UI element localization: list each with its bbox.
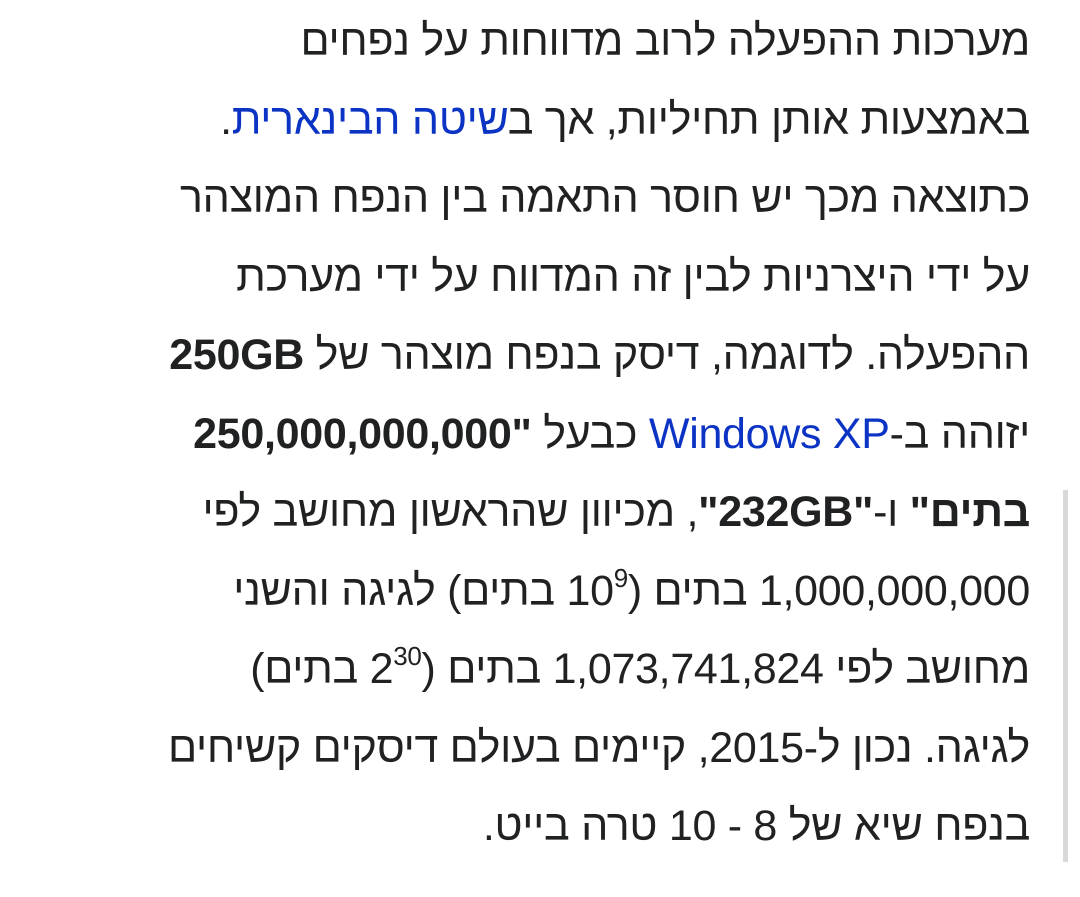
bold-text: בתים" [909,488,1031,536]
text: בתים) [250,645,370,693]
text-line: 1,000,000,000 בתים (109 בתים) לגיגה והשנ… [20,552,1030,631]
binary-prefix-link[interactable]: שיטה הבינארית [231,95,509,144]
text: על ידי היצרניות לבין זה המדווח על ידי מע… [236,252,1030,301]
text: ו- [873,488,910,536]
text: . [220,95,232,144]
text-line: ההפעלה. לדוגמה, דיסק בנפח מוצהר של 250GB [20,316,1030,395]
text: , מכיוון שהראשון מחושב לפי [202,488,699,536]
text-line: יזוהה ב-Windows XP כבעל "250,000,000,000 [20,395,1030,474]
text: 1,000,000,000 בתים (10 [566,566,1030,615]
text: כבעל [531,409,649,458]
vertical-scrollbar[interactable] [1063,490,1068,862]
text: לגיגה. נכון ל-2015, קיימים בעולם דיסקים … [167,723,1030,772]
text: מחושב לפי 1,073,741,824 בתים (2 [369,645,1031,693]
windows-xp-link[interactable]: Windows XP [648,409,890,458]
text-line: באמצעות אותן תחיליות, אך בשיטה הבינארית. [20,81,1030,160]
article-paragraph: מערכות ההפעלה לרוב מדווחות על נפחים באמצ… [20,2,1030,866]
text: בנפח שיא של 8 - 10 טרה בייט. [482,802,1030,850]
text-line: כתוצאה מכך יש חוסר התאמה בין הנפח המוצהר [20,159,1030,238]
text: יזוהה ב- [889,409,1031,458]
text: ההפעלה. לדוגמה, דיסק בנפח מוצהר של [304,331,1031,379]
text: מערכות ההפעלה לרוב מדווחות על נפחים [300,17,1030,65]
superscript: 9 [613,562,628,593]
bold-text: "232GB" [698,488,874,536]
text-line: מחושב לפי 1,073,741,824 בתים (230 בתים) [20,630,1030,709]
text-line: בנפח שיא של 8 - 10 טרה בייט. [20,787,1030,866]
text-line: בתים" ו-"232GB", מכיוון שהראשון מחושב לפ… [20,473,1030,552]
bold-text: "250,000,000,000 [193,409,532,458]
text-line: מערכות ההפעלה לרוב מדווחות על נפחים [20,2,1030,81]
text: כתוצאה מכך יש חוסר התאמה בין הנפח המוצהר [180,174,1030,222]
text-line: על ידי היצרניות לבין זה המדווח על ידי מע… [20,238,1030,317]
text-line: לגיגה. נכון ל-2015, קיימים בעולם דיסקים … [20,709,1030,788]
bold-text: 250GB [169,331,305,379]
superscript: 30 [393,641,422,671]
text: בתים) לגיגה והשני [233,566,567,615]
text: באמצעות אותן תחיליות, אך ב [508,95,1031,144]
